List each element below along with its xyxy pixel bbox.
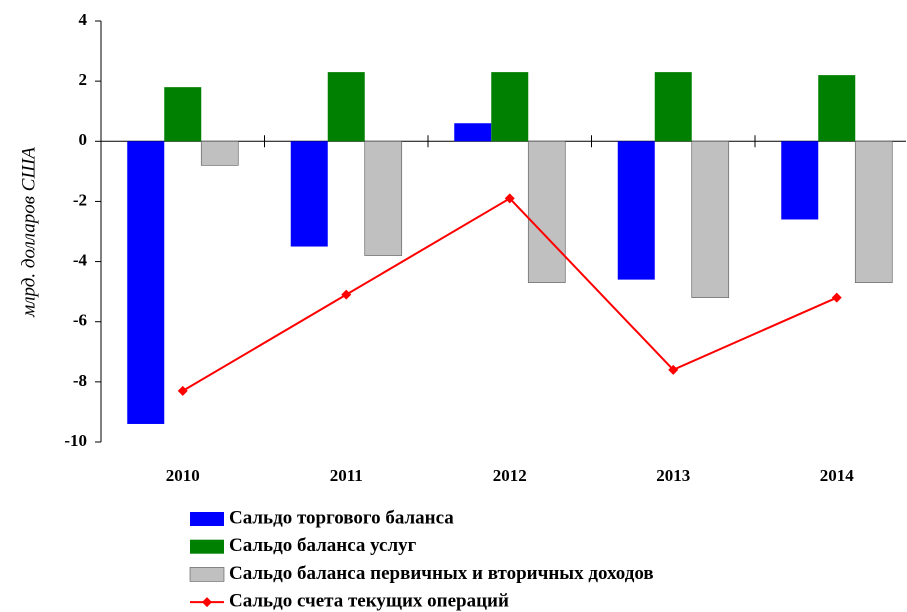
bar — [327, 72, 365, 142]
legend-swatch — [189, 567, 225, 582]
x-tick-label: 2010 — [166, 466, 200, 485]
bar — [617, 141, 655, 280]
line-marker — [177, 385, 188, 396]
line — [182, 197, 838, 392]
line-marker — [668, 364, 679, 375]
legend-swatch — [190, 512, 224, 526]
bar — [454, 123, 492, 142]
legend-swatch — [202, 597, 212, 608]
bar — [691, 140, 730, 298]
y-tick-label: -6 — [73, 311, 87, 330]
legend-label: Сальдо торгового баланса — [229, 507, 454, 528]
line-marker — [341, 289, 352, 300]
legend-swatch — [190, 539, 224, 554]
y-tick-label: 2 — [79, 70, 88, 89]
x-tick-label: 2012 — [493, 466, 527, 485]
bar — [818, 75, 856, 142]
y-axis-label: млрд. долларов США — [18, 147, 39, 318]
bar — [200, 140, 239, 166]
bar — [854, 140, 893, 283]
line-marker — [504, 193, 515, 204]
x-tick-label: 2014 — [820, 466, 855, 485]
bar — [164, 87, 202, 142]
bar — [290, 141, 328, 247]
bar — [527, 140, 566, 283]
bar — [491, 72, 529, 142]
bar — [781, 141, 819, 220]
legend-label: Сальдо счета текущих операций — [229, 590, 509, 611]
y-tick-label: 0 — [79, 130, 88, 149]
legend-label: Сальдо баланса услуг — [229, 535, 417, 556]
legend-label: Сальдо баланса первичных и вторичных дох… — [229, 563, 654, 584]
y-tick-label: -8 — [73, 371, 87, 390]
bar — [127, 141, 165, 424]
bar — [364, 140, 403, 256]
x-tick-label: 2013 — [656, 466, 690, 485]
bar — [654, 72, 692, 142]
y-tick-label: -4 — [73, 250, 88, 269]
y-tick-label: 4 — [79, 10, 88, 29]
y-tick-label: -10 — [64, 431, 87, 450]
line-marker — [831, 292, 842, 303]
y-tick-label: -2 — [73, 190, 87, 209]
x-tick-label: 2011 — [330, 466, 363, 485]
